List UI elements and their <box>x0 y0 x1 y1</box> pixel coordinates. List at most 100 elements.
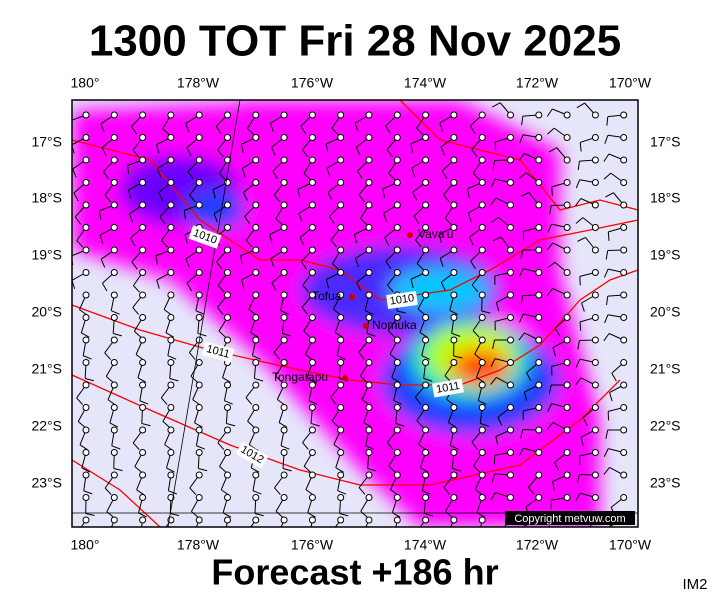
barb-flag <box>217 285 225 293</box>
barb-flag <box>247 420 255 428</box>
barb-station <box>620 426 628 434</box>
barb-flag <box>490 377 497 385</box>
barb-flag <box>185 258 190 268</box>
lat-label: 17°S <box>31 134 62 150</box>
barb-flag <box>410 279 414 289</box>
barb-station <box>563 449 571 456</box>
barb-flag <box>577 236 586 242</box>
barb-flag <box>447 535 454 540</box>
barb-station <box>139 494 147 501</box>
barb-flag <box>226 422 236 427</box>
isobar <box>72 374 621 486</box>
barb-flag <box>113 332 122 337</box>
barb-flag <box>300 125 307 134</box>
barb-station <box>167 111 175 119</box>
barb-flag <box>473 465 481 473</box>
barb-flag <box>141 422 151 427</box>
barb-station <box>393 269 401 276</box>
lat-label: 21°S <box>31 361 62 377</box>
barb-flag <box>471 441 478 450</box>
barb-station <box>535 314 543 321</box>
barb-station <box>478 291 486 299</box>
barb-flag <box>244 216 251 225</box>
barb-flag <box>307 512 316 518</box>
barb-flag <box>581 302 585 312</box>
map-frame <box>71 99 639 528</box>
barb-flag <box>576 102 585 109</box>
barb-flag <box>132 149 140 158</box>
barb-station <box>507 134 514 141</box>
lon-label: 172°W <box>516 537 559 553</box>
barb-flag <box>189 487 197 495</box>
barb-station <box>139 179 147 186</box>
barb-flag <box>246 128 255 136</box>
barb-station <box>365 426 373 434</box>
barb-flag <box>367 467 377 472</box>
barb-station <box>478 246 486 254</box>
lat-label: 18°S <box>31 190 62 206</box>
barb-station <box>620 404 628 411</box>
barb-flag <box>490 197 497 206</box>
barb-flag <box>79 309 88 316</box>
barb-flag <box>577 340 580 350</box>
barb-station <box>507 336 514 344</box>
barb-station <box>620 201 628 209</box>
barb-station <box>308 314 316 321</box>
isobar-label: 1011 <box>435 380 460 396</box>
barb-station <box>110 156 118 164</box>
barb-station <box>563 134 571 141</box>
lon-label: 178°W <box>177 537 220 553</box>
barb-station <box>82 449 90 456</box>
barb-station <box>507 269 514 276</box>
barb-flag <box>413 215 420 224</box>
barb-flag <box>547 223 552 233</box>
barb-station <box>252 494 260 501</box>
barb-station <box>82 516 90 524</box>
barb-station <box>365 336 373 344</box>
barb-flag <box>184 234 188 244</box>
barb-station <box>252 134 260 141</box>
barb-station <box>563 404 571 411</box>
barb-flag <box>444 218 452 226</box>
barb-flag <box>104 352 111 360</box>
barb-station <box>563 201 571 209</box>
barb-flag <box>217 307 224 315</box>
barb-flag <box>546 108 553 117</box>
barb-station <box>563 111 571 119</box>
barb-station <box>280 111 288 119</box>
barb-station <box>507 314 514 321</box>
barb-flag <box>439 258 444 267</box>
barb-flag <box>546 242 554 251</box>
barb-station <box>620 291 628 299</box>
barb-flag <box>198 467 208 472</box>
barb-flag <box>445 510 453 518</box>
barb-flag <box>472 330 480 338</box>
barb-station <box>167 426 175 434</box>
barb-flag <box>167 355 177 360</box>
barb-flag <box>216 261 223 270</box>
barb-flag <box>254 377 264 382</box>
barb-flag <box>327 192 333 201</box>
barb-station <box>478 494 486 501</box>
barb-flag <box>490 492 496 501</box>
barb-station <box>535 426 543 434</box>
barb-station <box>82 201 90 209</box>
barb-flag <box>467 212 472 222</box>
barb-station <box>308 516 316 524</box>
barb-station <box>620 381 628 389</box>
isobar <box>72 459 161 527</box>
barb-station <box>167 291 175 299</box>
barb-flag <box>100 123 105 133</box>
barb-flag <box>331 128 339 136</box>
barb-station <box>591 449 599 456</box>
barb-flag <box>415 239 422 248</box>
barb-station <box>195 314 203 321</box>
lon-label: 174°W <box>404 75 447 91</box>
barb-flag <box>217 149 224 158</box>
barb-flag <box>606 296 609 306</box>
barb-station <box>535 201 543 209</box>
barb-station <box>507 426 514 434</box>
barb-flag <box>100 258 106 268</box>
barb-station <box>535 291 543 299</box>
barb-station <box>563 426 571 434</box>
